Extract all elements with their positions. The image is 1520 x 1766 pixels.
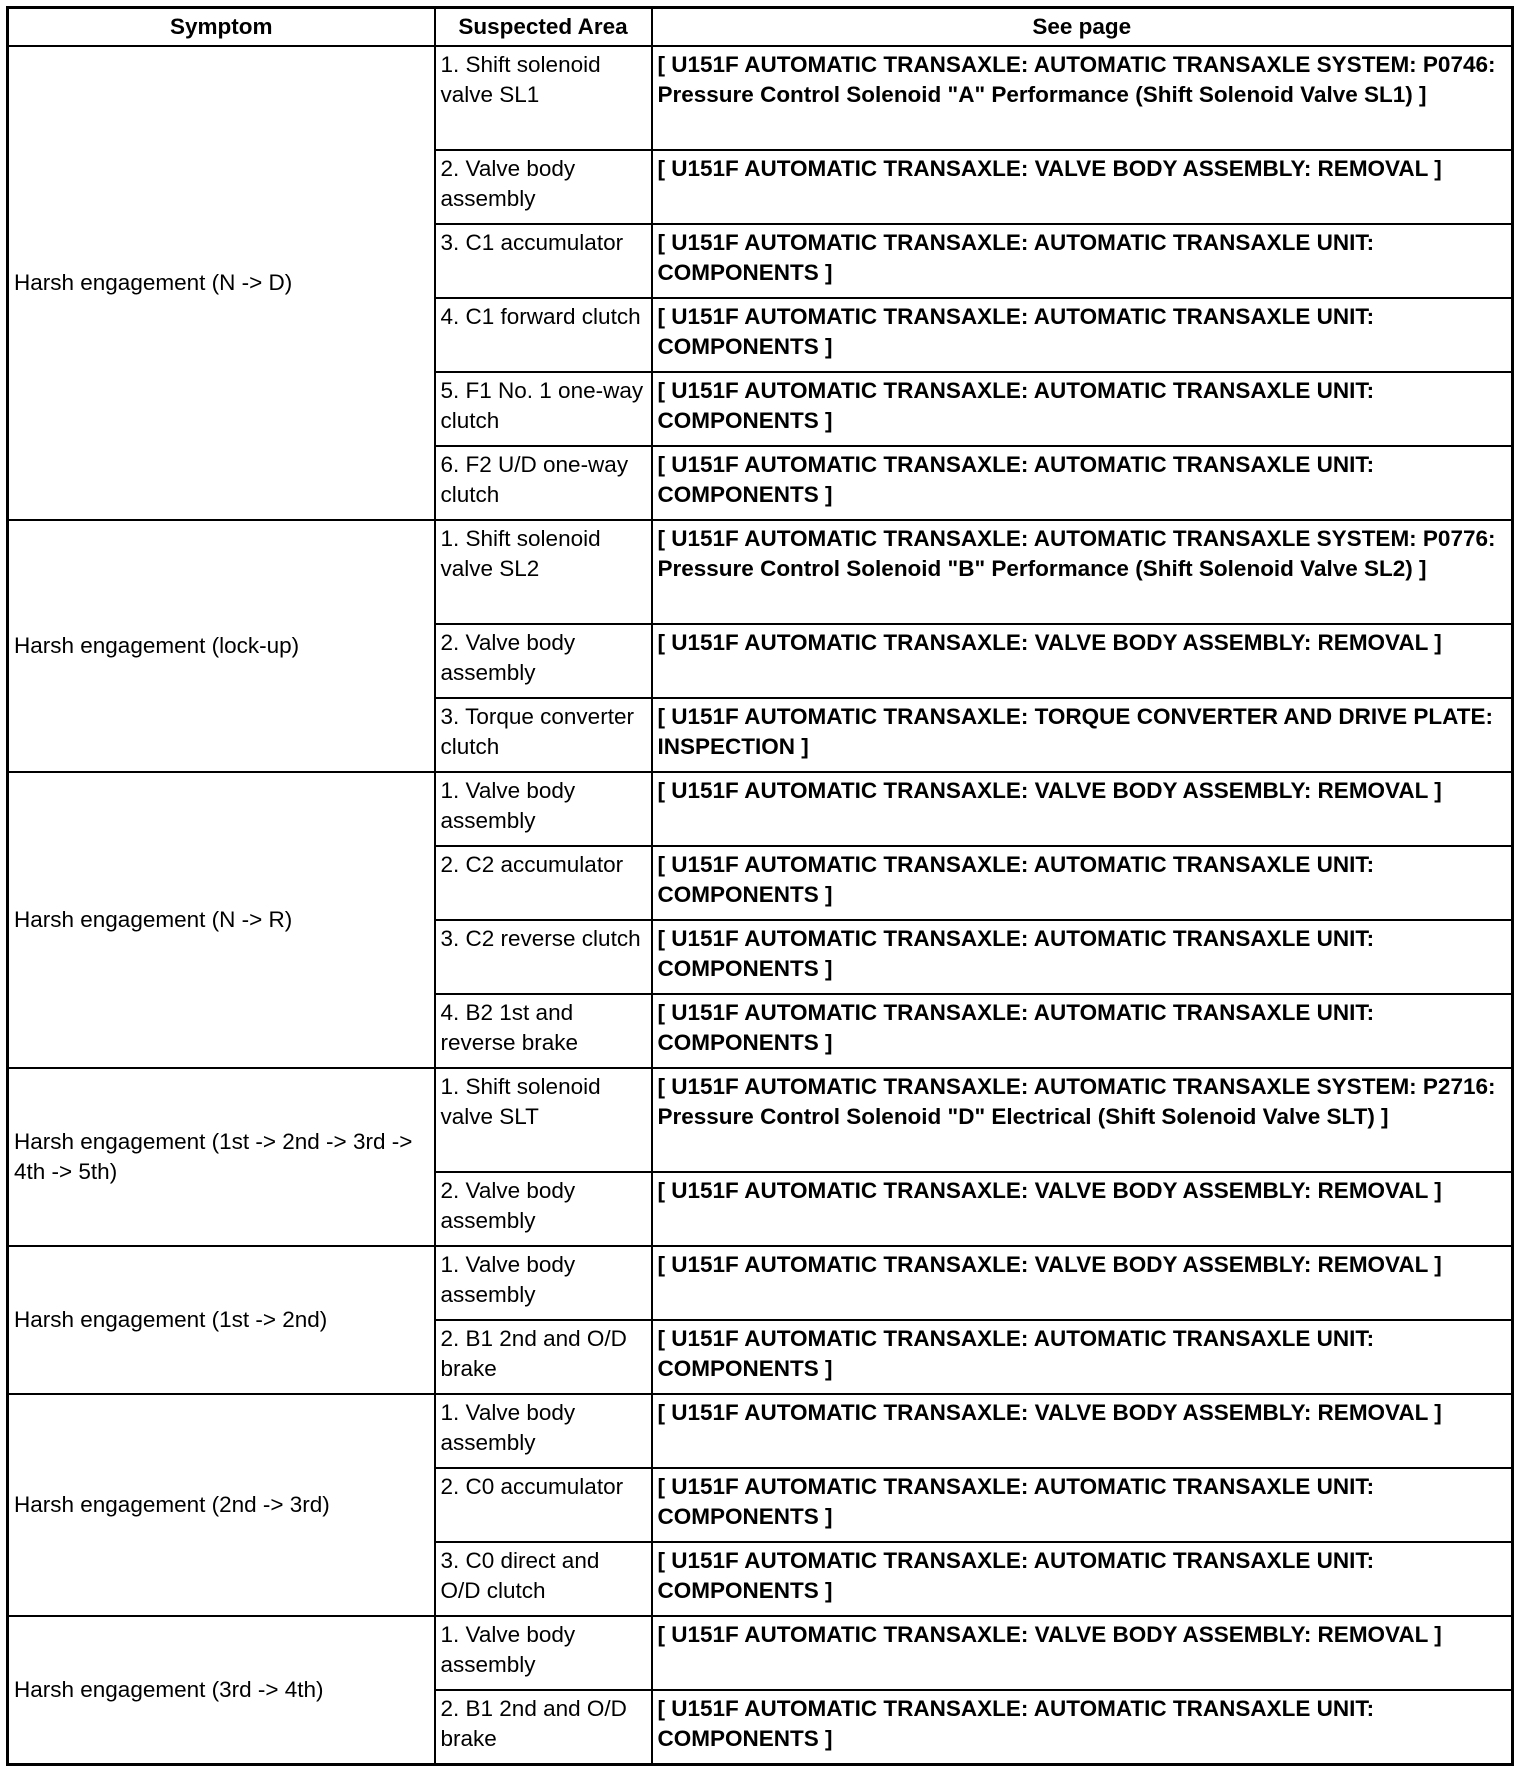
table-row: Harsh engagement (1st -> 2nd) 1. Valve bo…: [6, 1245, 1514, 1395]
suspected-area-cell: 1. Shift solenoid valve SL2: [433, 519, 653, 625]
suspected-area-cell: 4. B2 1st and reverse brake: [433, 993, 653, 1069]
see-page-link[interactable]: [ U151F AUTOMATIC TRANSAXLE: AUTOMATIC T…: [650, 445, 1514, 521]
see-page-link[interactable]: [ U151F AUTOMATIC TRANSAXLE: VALVE BODY …: [650, 1393, 1514, 1469]
see-page-link[interactable]: [ U151F AUTOMATIC TRANSAXLE: AUTOMATIC T…: [650, 1689, 1514, 1766]
table-row: 2. Valve body assembly[ U151F AUTOMATIC …: [8, 149, 1514, 225]
table-row: 2. Valve body assembly[ U151F AUTOMATIC …: [8, 623, 1514, 699]
table-row: 3. Torque converter clutch[ U151F AUTOMA…: [8, 697, 1514, 773]
see-page-link[interactable]: [ U151F AUTOMATIC TRANSAXLE: AUTOMATIC T…: [650, 1541, 1514, 1617]
see-page-link[interactable]: [ U151F AUTOMATIC TRANSAXLE: VALVE BODY …: [650, 1171, 1514, 1247]
suspected-area-cell: 1. Shift solenoid valve SL1: [433, 45, 653, 151]
suspected-area-cell: 3. C2 reverse clutch: [433, 919, 653, 995]
table-row: 4. B2 1st and reverse brake[ U151F AUTOM…: [8, 993, 1514, 1069]
table-row: Harsh engagement (1st -> 2nd -> 3rd -> 4…: [6, 1067, 1514, 1247]
symptom-cell: Harsh engagement (3rd -> 4th): [6, 1615, 436, 1766]
table-row: 4. C1 forward clutch[ U151F AUTOMATIC TR…: [8, 297, 1514, 373]
table-row: 2. B1 2nd and O/D brake[ U151F AUTOMATIC…: [8, 1319, 1514, 1395]
symptom-cell: Harsh engagement (N -> R): [6, 771, 436, 1069]
table-row: 2. C2 accumulator[ U151F AUTOMATIC TRANS…: [8, 845, 1514, 921]
see-page-link[interactable]: [ U151F AUTOMATIC TRANSAXLE: VALVE BODY …: [650, 771, 1514, 847]
table-row: Harsh engagement (3rd -> 4th) 1. Valve bo…: [6, 1615, 1514, 1766]
suspected-area-cell: 2. C0 accumulator: [433, 1467, 653, 1543]
suspected-area-cell: 4. C1 forward clutch: [433, 297, 653, 373]
symptom-table: Symptom Suspected Area See page Harsh en…: [6, 6, 1514, 1766]
suspected-area-cell: 1. Shift solenoid valve SLT: [433, 1067, 653, 1173]
table-row: Harsh engagement (lock-up) 1. Shift solen…: [6, 519, 1514, 773]
suspected-area-cell: 3. C0 direct and O/D clutch: [433, 1541, 653, 1617]
suspected-area-cell: 2. C2 accumulator: [433, 845, 653, 921]
table-row: 3. C0 direct and O/D clutch[ U151F AUTOM…: [8, 1541, 1514, 1617]
suspected-area-cell: 3. Torque converter clutch: [433, 697, 653, 773]
suspected-area-cell: 2. B1 2nd and O/D brake: [433, 1319, 653, 1395]
table-row: 5. F1 No. 1 one-way clutch[ U151F AUTOMA…: [8, 371, 1514, 447]
table-row: 2. Valve body assembly[ U151F AUTOMATIC …: [8, 1171, 1514, 1247]
symptom-cell: Harsh engagement (lock-up): [6, 519, 436, 773]
symptom-cell: Harsh engagement (1st -> 2nd): [6, 1245, 436, 1395]
suspected-area-cell: 1. Valve body assembly: [433, 1245, 653, 1321]
table-row: 6. F2 U/D one-way clutch[ U151F AUTOMATI…: [8, 445, 1514, 521]
header-see-page: See page: [650, 6, 1514, 47]
see-page-link[interactable]: [ U151F AUTOMATIC TRANSAXLE: VALVE BODY …: [650, 623, 1514, 699]
symptom-cell: Harsh engagement (1st -> 2nd -> 3rd -> 4…: [6, 1067, 436, 1247]
suspected-area-cell: 2. Valve body assembly: [433, 1171, 653, 1247]
table-row: Harsh engagement (N -> D) 1. Shift soleno…: [6, 45, 1514, 521]
see-page-link[interactable]: [ U151F AUTOMATIC TRANSAXLE: AUTOMATIC T…: [650, 223, 1514, 299]
see-page-link[interactable]: [ U151F AUTOMATIC TRANSAXLE: AUTOMATIC T…: [650, 993, 1514, 1069]
suspected-area-cell: 3. C1 accumulator: [433, 223, 653, 299]
see-page-link[interactable]: [ U151F AUTOMATIC TRANSAXLE: VALVE BODY …: [650, 1245, 1514, 1321]
table-row: Harsh engagement (2nd -> 3rd) 1. Valve bo…: [6, 1393, 1514, 1617]
see-page-link[interactable]: [ U151F AUTOMATIC TRANSAXLE: AUTOMATIC T…: [650, 371, 1514, 447]
see-page-link[interactable]: [ U151F AUTOMATIC TRANSAXLE: VALVE BODY …: [650, 149, 1514, 225]
suspected-area-cell: 6. F2 U/D one-way clutch: [433, 445, 653, 521]
see-page-link[interactable]: [ U151F AUTOMATIC TRANSAXLE: AUTOMATIC T…: [650, 519, 1514, 625]
see-page-link[interactable]: [ U151F AUTOMATIC TRANSAXLE: AUTOMATIC T…: [650, 45, 1514, 151]
suspected-area-cell: 2. B1 2nd and O/D brake: [433, 1689, 653, 1766]
see-page-link[interactable]: [ U151F AUTOMATIC TRANSAXLE: AUTOMATIC T…: [650, 845, 1514, 921]
symptom-cell: Harsh engagement (N -> D): [6, 45, 436, 521]
suspected-area-cell: 1. Valve body assembly: [433, 1615, 653, 1691]
see-page-link[interactable]: [ U151F AUTOMATIC TRANSAXLE: AUTOMATIC T…: [650, 1319, 1514, 1395]
see-page-link[interactable]: [ U151F AUTOMATIC TRANSAXLE: VALVE BODY …: [650, 1615, 1514, 1691]
table-row: 3. C1 accumulator[ U151F AUTOMATIC TRANS…: [8, 223, 1514, 299]
header-suspected-area: Suspected Area: [433, 6, 653, 47]
suspected-area-cell: 1. Valve body assembly: [433, 1393, 653, 1469]
see-page-link[interactable]: [ U151F AUTOMATIC TRANSAXLE: AUTOMATIC T…: [650, 1067, 1514, 1173]
suspected-area-cell: 2. Valve body assembly: [433, 623, 653, 699]
suspected-area-cell: 2. Valve body assembly: [433, 149, 653, 225]
see-page-link[interactable]: [ U151F AUTOMATIC TRANSAXLE: AUTOMATIC T…: [650, 1467, 1514, 1543]
symptom-cell: Harsh engagement (2nd -> 3rd): [6, 1393, 436, 1617]
table-header: Symptom Suspected Area See page: [6, 6, 1514, 47]
see-page-link[interactable]: [ U151F AUTOMATIC TRANSAXLE: AUTOMATIC T…: [650, 919, 1514, 995]
suspected-area-cell: 1. Valve body assembly: [433, 771, 653, 847]
table-row: 2. C0 accumulator[ U151F AUTOMATIC TRANS…: [8, 1467, 1514, 1543]
see-page-link[interactable]: [ U151F AUTOMATIC TRANSAXLE: AUTOMATIC T…: [650, 297, 1514, 373]
header-symptom: Symptom: [6, 6, 436, 47]
suspected-area-cell: 5. F1 No. 1 one-way clutch: [433, 371, 653, 447]
table-row: 3. C2 reverse clutch[ U151F AUTOMATIC TR…: [8, 919, 1514, 995]
see-page-link[interactable]: [ U151F AUTOMATIC TRANSAXLE: TORQUE CONV…: [650, 697, 1514, 773]
table-row: Harsh engagement (N -> R) 1. Valve body a…: [6, 771, 1514, 1069]
